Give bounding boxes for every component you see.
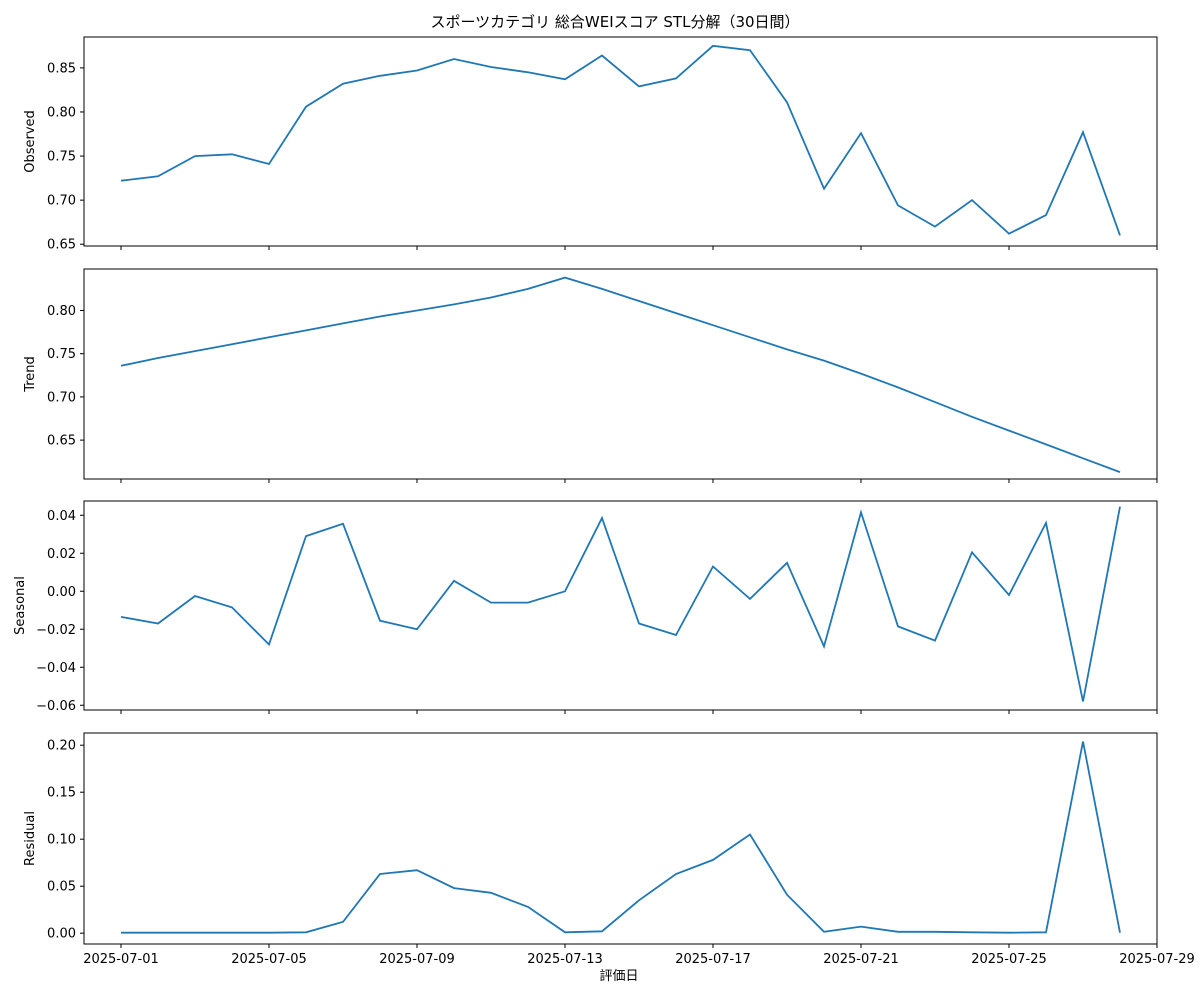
x-tick-label: 2025-07-17 [675, 952, 751, 967]
plot-frame [83, 500, 1158, 711]
x-tick-label: 2025-07-13 [527, 952, 603, 967]
y-tick-label: 0.10 [47, 833, 76, 848]
y-tick-label: 0.20 [47, 739, 76, 754]
x-tick-label: 2025-07-09 [379, 952, 455, 967]
y-tick-label: 0.00 [47, 585, 76, 600]
y-tick-label: −0.02 [36, 623, 76, 638]
y-tick-label: 0.65 [47, 238, 76, 253]
series-line-seasonal [120, 506, 1121, 702]
plot-frame [83, 732, 1158, 945]
x-axis-label: 評価日 [599, 969, 638, 984]
y-tick-label: 0.75 [47, 150, 76, 165]
y-axis-label-observed: Observed [23, 110, 38, 173]
y-tick-label: 0.80 [47, 105, 76, 120]
y-tick-label: 0.70 [47, 194, 76, 209]
x-tick-label: 2025-07-01 [83, 952, 159, 967]
series-line-observed [120, 44, 1121, 236]
y-tick-label: −0.04 [36, 661, 76, 676]
y-tick-label: 0.65 [47, 434, 76, 449]
plot-frame [83, 268, 1158, 480]
y-tick-label: 0.70 [47, 390, 76, 405]
y-tick-label: 0.05 [47, 880, 76, 895]
chart-title: スポーツカテゴリ 総合WEIスコア STL分解（30日間） [430, 13, 799, 31]
y-tick-label: 0.00 [47, 927, 76, 942]
panel-observed: 0.65 0.70 0.75 0.80 0.85 Observed [23, 36, 1158, 253]
y-tick-label: −0.06 [36, 699, 76, 714]
x-tick-label: 2025-07-21 [823, 952, 899, 967]
series-line-residual [121, 741, 1121, 934]
y-tick-label: 0.02 [47, 547, 76, 562]
y-tick-label: 0.80 [47, 304, 76, 319]
x-tick-label: 2025-07-05 [231, 952, 307, 967]
chart-panels: 0.65 0.70 0.75 0.80 0.85 Observed 0.65 0.70 0.75… [13, 36, 1195, 967]
y-axis-label-seasonal: Seasonal [13, 576, 28, 635]
y-tick-label: 0.85 [47, 61, 76, 76]
x-tick-label: 2025-07-25 [971, 952, 1047, 967]
x-tick-label: 2025-07-29 [1119, 952, 1195, 967]
y-axis-label-residual: Residual [23, 811, 38, 866]
panel-trend: 0.65 0.70 0.75 0.80 Trend [23, 268, 1158, 483]
panel-seasonal: −0.06 −0.04 −0.02 0.00 0.02 0.04 Seasonal [13, 500, 1158, 714]
y-tick-label: 0.15 [47, 786, 76, 801]
series-line-trend [120, 276, 1121, 473]
y-tick-label: 0.04 [47, 509, 76, 524]
y-tick-label: 0.75 [47, 347, 76, 362]
panel-residual: 0.00 0.05 0.10 0.15 0.20 2025-07-01 2025-07-05… [23, 732, 1195, 967]
plot-frame [83, 36, 1158, 247]
y-axis-label-trend: Trend [23, 356, 38, 393]
